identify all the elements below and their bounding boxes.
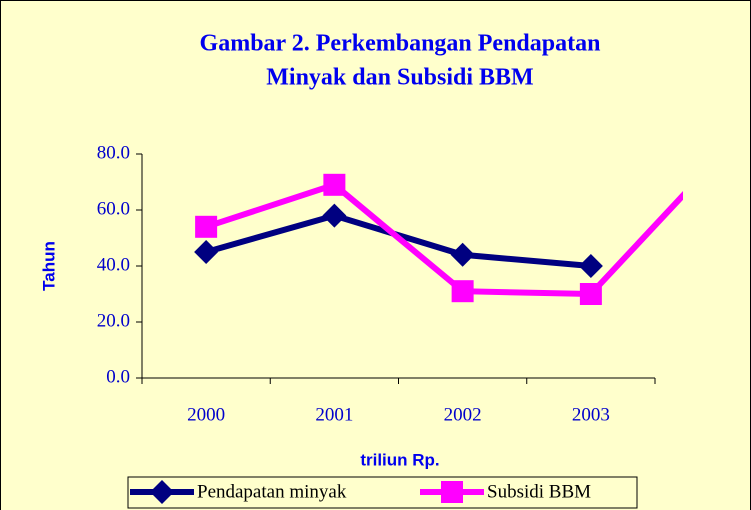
y-tick-label: 40.0 [97, 254, 130, 275]
legend-marker [150, 480, 174, 504]
legend-label: Subsidi BBM [487, 481, 591, 502]
chart-title: Minyak dan Subsidi BBM [266, 65, 533, 91]
point [194, 240, 219, 264]
point [579, 283, 602, 305]
chart-title: Gambar 2. Perkembangan Pendapatan [200, 31, 601, 57]
x-axis-title: triliun Rp. [360, 450, 439, 469]
point [451, 280, 474, 303]
plot-area [194, 173, 683, 305]
point [578, 254, 603, 278]
x-tick-label: 2001 [315, 404, 353, 425]
y-tick-label: 0.0 [106, 366, 130, 387]
y-tick-label: 20.0 [97, 310, 130, 331]
legend-marker [441, 481, 463, 503]
y-tick-label: 60.0 [97, 198, 130, 219]
point [323, 173, 346, 196]
legend [127, 476, 638, 509]
x-tick-label: 2002 [444, 404, 482, 425]
point [450, 242, 475, 267]
y-axis-title: Tahun [39, 241, 58, 291]
point [195, 215, 218, 238]
x-tick-label: 2003 [572, 404, 610, 425]
x-tick-label: 2000 [187, 404, 225, 425]
legend-label: Pendapatan minyak [197, 481, 347, 502]
y-tick-label: 80.0 [97, 142, 130, 163]
point [322, 203, 347, 228]
